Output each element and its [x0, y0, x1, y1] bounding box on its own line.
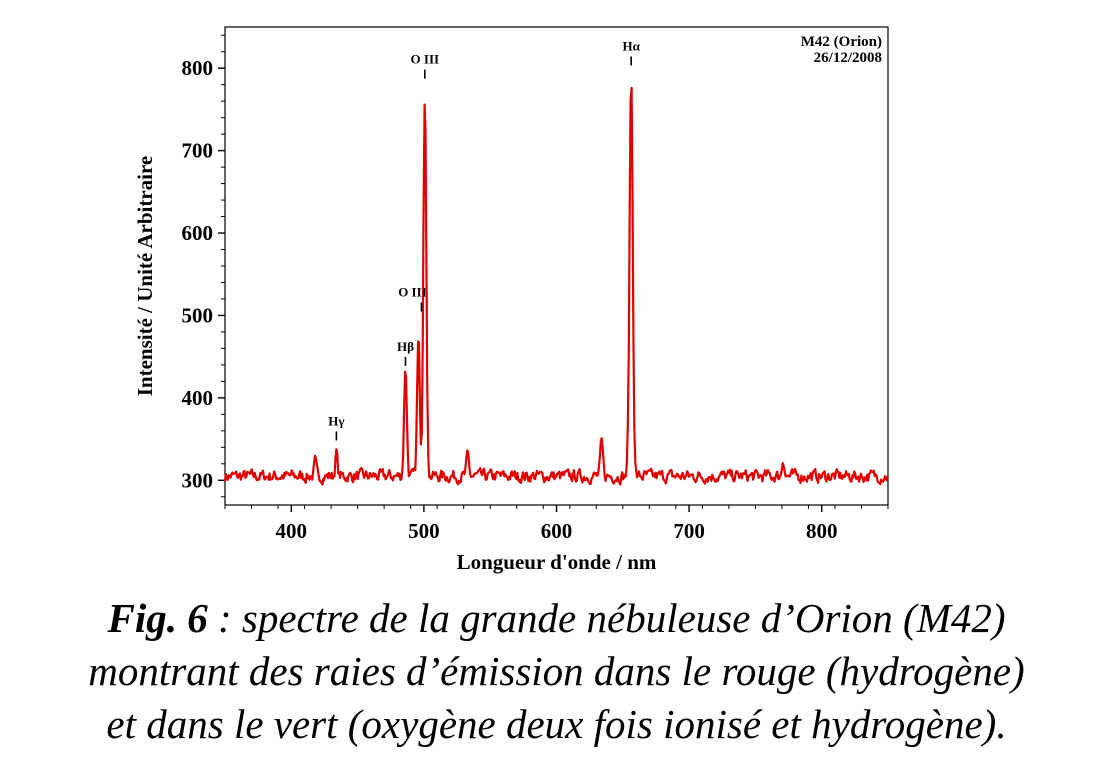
x-tick-label: 500	[408, 519, 440, 543]
caption-line-1: Fig. 6 : spectre de la grande nébuleuse …	[0, 592, 1113, 645]
emission-line-label: O III	[398, 285, 427, 300]
emission-line-label: Hβ	[397, 339, 414, 354]
emission-line-label: Hα	[622, 38, 640, 53]
x-tick-label: 700	[673, 519, 705, 543]
y-tick-label: 700	[182, 139, 214, 163]
y-tick-label: 300	[182, 468, 214, 492]
x-axis-label: Longueur d'onde / nm	[457, 550, 657, 574]
annotation-line: M42 (Orion)	[801, 34, 882, 50]
emission-line-label: O III	[411, 52, 440, 67]
spectrum-chart: 400 500 600 700 800 300 400 500 600 700 800 Longueu…	[133, 26, 889, 574]
y-axis-label: Intensité / Unité Arbitraire	[133, 156, 157, 397]
caption-line-2: montrant des raies d’émission dans le ro…	[88, 648, 1025, 694]
caption-line-3: et dans le vert (oxygène deux fois ionis…	[106, 701, 1007, 747]
figure-caption: Fig. 6 : spectre de la grande nébuleuse …	[0, 592, 1113, 751]
plot-area: 400 500 600 700 800 300 400 500 600 700 800 Longueu…	[133, 26, 889, 574]
x-tick-label: 600	[541, 519, 573, 543]
x-tick-label: 400	[276, 519, 308, 543]
y-tick-label: 400	[182, 386, 214, 410]
annotation-line: 26/12/2008	[814, 50, 882, 66]
x-tick-label: 800	[806, 519, 838, 543]
caption-line-1-text: : spectre de la grande nébuleuse d’Orion…	[207, 595, 1006, 641]
emission-line-label: Hγ	[328, 413, 344, 428]
caption-fig-label: Fig. 6	[107, 595, 208, 641]
y-tick-label: 800	[182, 56, 214, 80]
y-tick-label: 500	[182, 303, 214, 327]
y-tick-label: 600	[182, 221, 214, 245]
plot-frame	[224, 26, 889, 506]
spectrum-line	[223, 86, 889, 486]
